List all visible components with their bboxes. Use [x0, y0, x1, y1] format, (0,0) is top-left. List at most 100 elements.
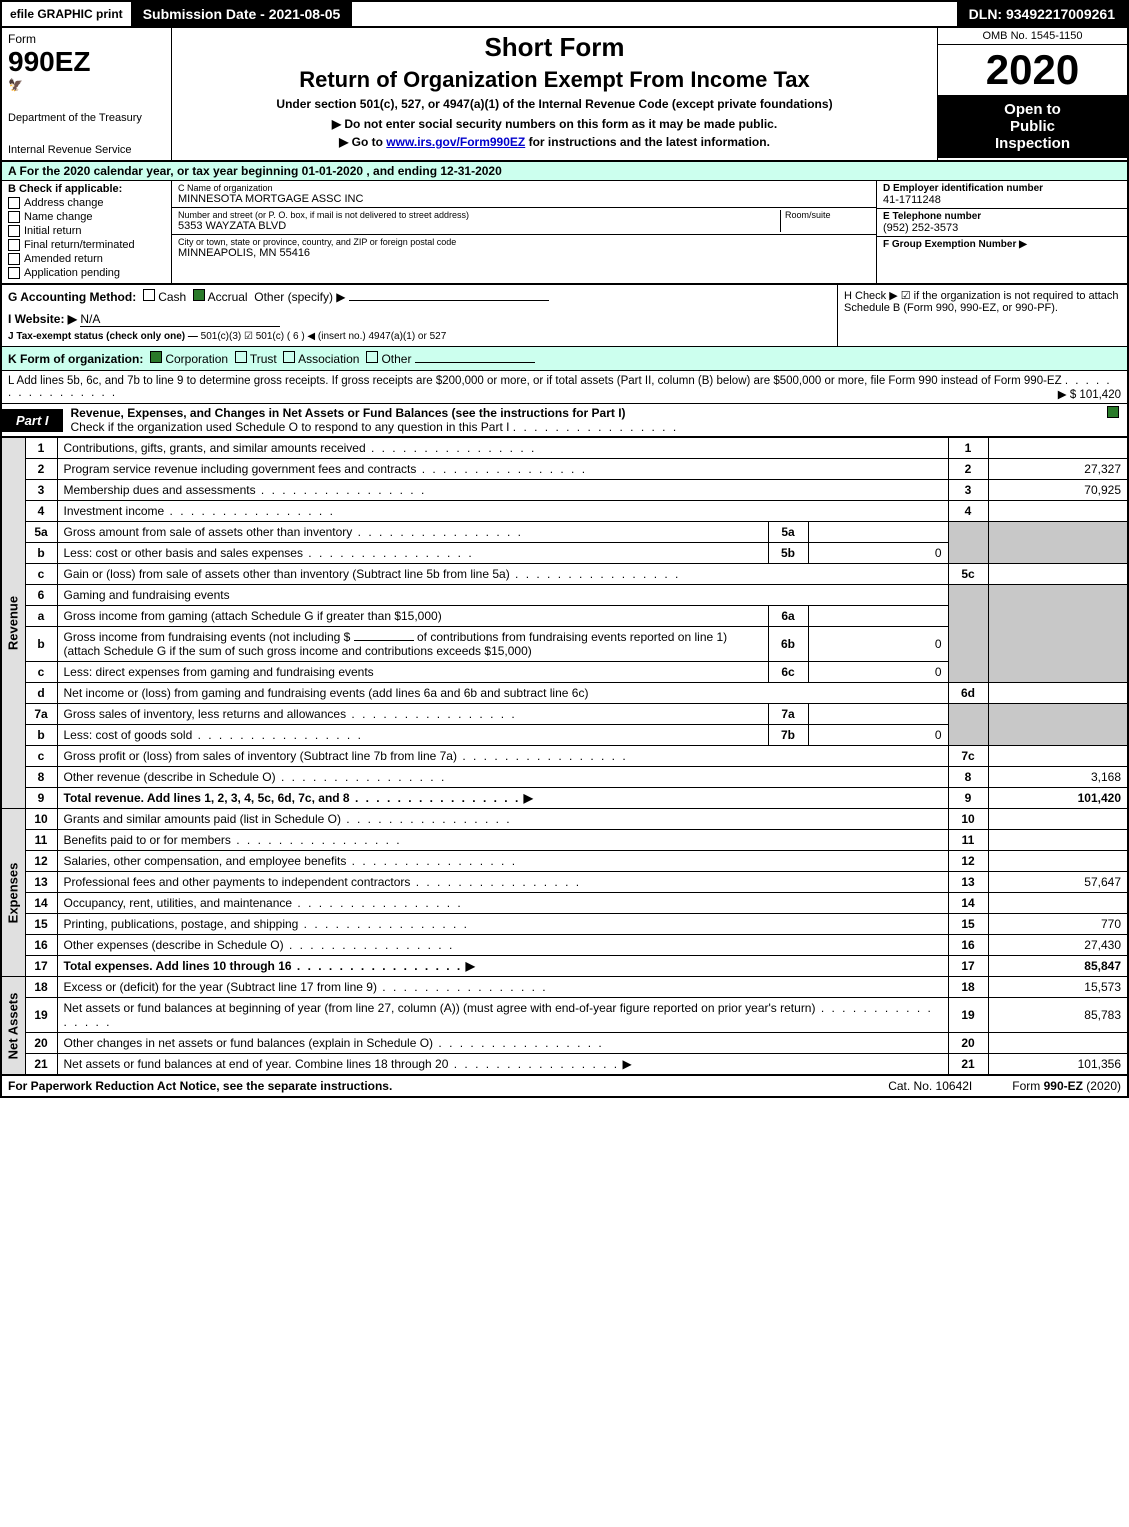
chk-name-change[interactable]: Name change — [8, 211, 165, 223]
chk-final-return[interactable]: Final return/terminated — [8, 239, 165, 251]
line-desc: Net assets or fund balances at end of ye… — [64, 1057, 449, 1071]
line-desc: Net assets or fund balances at beginning… — [64, 1001, 816, 1015]
eagle-icon: 🦅 — [8, 78, 165, 92]
val-13: 57,647 — [988, 872, 1128, 893]
irs-link[interactable]: www.irs.gov/Form990EZ — [386, 135, 525, 149]
k-other-input[interactable] — [415, 362, 535, 363]
val-19: 85,783 — [988, 998, 1128, 1033]
line-15: 15Printing, publications, postage, and s… — [1, 914, 1128, 935]
val-16: 27,430 — [988, 935, 1128, 956]
chk-initial-return[interactable]: Initial return — [8, 225, 165, 237]
chk-address-change[interactable]: Address change — [8, 197, 165, 209]
checkbox-icon — [8, 253, 20, 265]
line-11: 11Benefits paid to or for members11 — [1, 830, 1128, 851]
line-desc: Other changes in net assets or fund bala… — [64, 1036, 434, 1050]
line-desc: Gross sales of inventory, less returns a… — [64, 707, 347, 721]
line-4: 4Investment income4 — [1, 501, 1128, 522]
line-desc: Gross amount from sale of assets other t… — [64, 525, 353, 539]
line-9: 9Total revenue. Add lines 1, 2, 3, 4, 5c… — [1, 788, 1128, 809]
donot-warning: ▶ Do not enter social security numbers o… — [178, 117, 931, 131]
part1-check-text: Check if the organization used Schedule … — [71, 420, 510, 434]
line-5c: cGain or (loss) from sale of assets othe… — [1, 564, 1128, 585]
form-word: Form — [8, 32, 165, 46]
line-desc: Gain or (loss) from sale of assets other… — [64, 567, 510, 581]
g-label: G Accounting Method: — [8, 290, 136, 304]
line-desc: Benefits paid to or for members — [64, 833, 231, 847]
line-desc-pre: Gross income from fundraising events (no… — [64, 630, 351, 644]
addr-label: Number and street (or P. O. box, if mail… — [178, 210, 780, 220]
l-text: L Add lines 5b, 6c, and 7b to line 9 to … — [8, 375, 1062, 387]
chk-label: Application pending — [24, 267, 120, 279]
efile-label[interactable]: efile GRAPHIC print — [2, 3, 131, 25]
col-d: D Employer identification number 41-1711… — [877, 181, 1127, 283]
line-desc: Less: direct expenses from gaming and fu… — [64, 665, 374, 679]
line-1: Revenue 1Contributions, gifts, grants, a… — [1, 438, 1128, 459]
val-20 — [988, 1033, 1128, 1054]
val-11 — [988, 830, 1128, 851]
checkbox-checked-icon[interactable] — [150, 351, 162, 363]
subval-7b: 0 — [808, 725, 948, 746]
row-j: J Tax-exempt status (check only one) — 5… — [8, 331, 831, 342]
ein-value: 41-1711248 — [883, 194, 1121, 206]
name-label: C Name of organization — [178, 183, 870, 193]
line-5a: 5aGross amount from sale of assets other… — [1, 522, 1128, 543]
line-desc: Total expenses. Add lines 10 through 16 — [64, 959, 292, 973]
open-l1: Open to — [942, 101, 1123, 118]
line-desc: Less: cost or other basis and sales expe… — [64, 546, 303, 560]
row-i: I Website: ▶ N/A — [8, 312, 831, 327]
line-21: 21Net assets or fund balances at end of … — [1, 1054, 1128, 1075]
page-footer: For Paperwork Reduction Act Notice, see … — [0, 1075, 1129, 1098]
g-other: Other (specify) ▶ — [254, 290, 345, 304]
checkbox-icon[interactable] — [143, 289, 155, 301]
val-3: 70,925 — [988, 480, 1128, 501]
val-12 — [988, 851, 1128, 872]
checkbox-icon[interactable] — [283, 351, 295, 363]
checkbox-icon[interactable] — [235, 351, 247, 363]
k-corp: Corporation — [165, 352, 228, 366]
line-13: 13Professional fees and other payments t… — [1, 872, 1128, 893]
line-desc: Salaries, other compensation, and employ… — [64, 854, 347, 868]
dots-icon — [513, 420, 678, 434]
phone-value: (952) 252-3573 — [883, 222, 1121, 234]
dept-treasury: Department of the Treasury — [8, 112, 165, 124]
val-7c — [988, 746, 1128, 767]
line-6: 6Gaming and fundraising events — [1, 585, 1128, 606]
checkbox-icon — [8, 239, 20, 251]
return-title: Return of Organization Exempt From Incom… — [178, 67, 931, 93]
col-b-header: B Check if applicable: — [8, 183, 165, 195]
line-desc: Investment income — [64, 504, 165, 518]
6b-input[interactable] — [354, 640, 414, 641]
line-desc: Grants and similar amounts paid (list in… — [64, 812, 341, 826]
checkbox-icon — [8, 225, 20, 237]
col-c: C Name of organization MINNESOTA MORTGAG… — [172, 181, 877, 283]
checkbox-checked-icon[interactable] — [1107, 406, 1119, 418]
checkbox-checked-icon[interactable] — [193, 289, 205, 301]
part1-header: Part I Revenue, Expenses, and Changes in… — [0, 404, 1129, 437]
goto-pre: ▶ Go to — [339, 135, 386, 149]
chk-amended[interactable]: Amended return — [8, 253, 165, 265]
val-4 — [988, 501, 1128, 522]
part1-title-text: Revenue, Expenses, and Changes in Net As… — [71, 406, 626, 420]
open-public-box: Open to Public Inspection — [938, 95, 1127, 158]
phone-label: E Telephone number — [883, 211, 1121, 222]
val-1 — [988, 438, 1128, 459]
line-2: 2Program service revenue including gover… — [1, 459, 1128, 480]
line-17: 17Total expenses. Add lines 10 through 1… — [1, 956, 1128, 977]
subval-6c: 0 — [808, 662, 948, 683]
line-desc: Gross income from gaming (attach Schedul… — [64, 609, 442, 623]
checkbox-icon — [8, 211, 20, 223]
val-10 — [988, 809, 1128, 830]
chk-pending[interactable]: Application pending — [8, 267, 165, 279]
line-desc: Net income or (loss) from gaming and fun… — [64, 686, 589, 700]
org-city: MINNEAPOLIS, MN 55416 — [178, 247, 870, 259]
row-g: G Accounting Method: Cash Accrual Other … — [8, 289, 831, 304]
website-value: N/A — [80, 312, 280, 327]
netassets-side: Net Assets — [1, 977, 25, 1075]
checkbox-icon[interactable] — [366, 351, 378, 363]
g-other-input[interactable] — [349, 300, 549, 301]
j-label: J Tax-exempt status (check only one) — — [8, 331, 198, 342]
k-trust: Trust — [250, 352, 277, 366]
val-5c — [988, 564, 1128, 585]
val-15: 770 — [988, 914, 1128, 935]
revenue-side: Revenue — [1, 438, 25, 809]
